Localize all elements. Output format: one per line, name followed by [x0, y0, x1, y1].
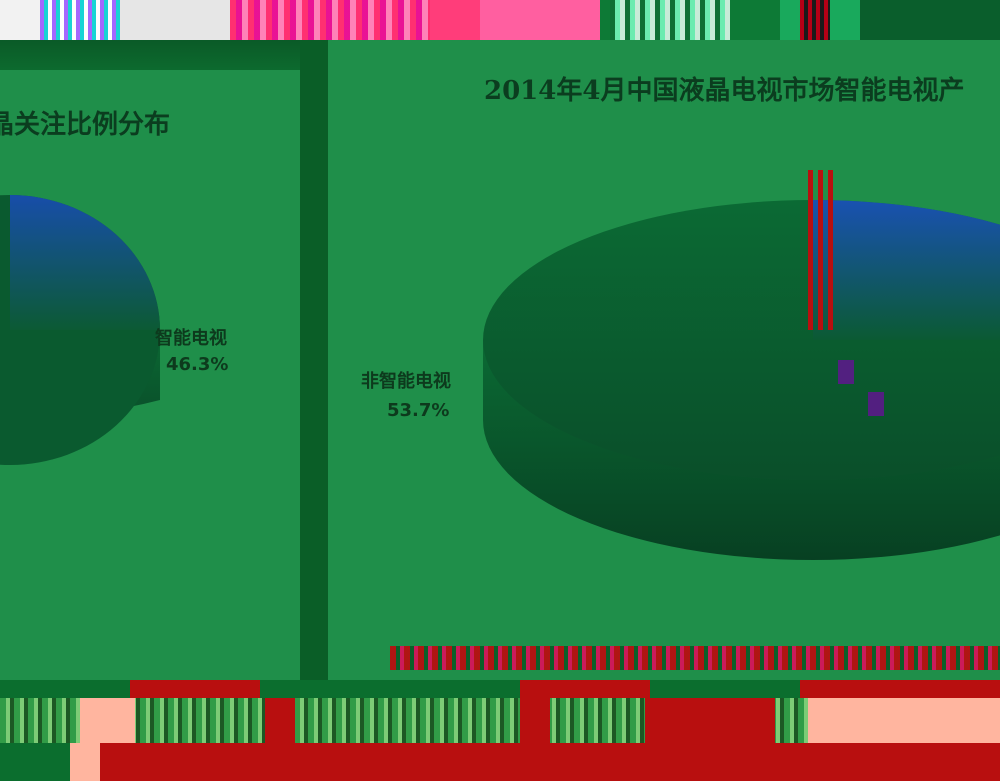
- bottom-banner-block-3: [520, 698, 550, 743]
- bottom-banner-block-4: [645, 698, 775, 743]
- left-pie-chart: [0, 195, 160, 465]
- bottom-banner-row-1: [0, 680, 1000, 698]
- glitch-bar-3: [828, 170, 833, 330]
- left-chart-title: 晶关注比例分布: [0, 110, 171, 140]
- glitch-mark-2: [868, 392, 884, 416]
- banner-strip-2: [230, 0, 430, 40]
- glitch-strip-top: [390, 646, 1000, 670]
- bottom-banner-row-3: [0, 743, 1000, 781]
- banner-strip-1: [40, 0, 120, 40]
- glitch-bar-2: [818, 170, 823, 330]
- right-slice-label: 非智能电视: [361, 371, 451, 392]
- glitch-bar-1: [808, 170, 813, 330]
- right-chart-title: 2014年4月中国液晶电视市场智能电视产: [484, 76, 965, 106]
- right-pie-slice-smart: [813, 200, 1000, 340]
- left-chart-panel: 晶关注比例分布 智能电视 46.3%: [0, 70, 300, 680]
- panel-divider: [300, 40, 328, 680]
- right-slice-value: 53.7%: [387, 400, 450, 421]
- bottom-banner-block-2: [265, 698, 295, 743]
- right-pie-chart: [483, 170, 1000, 560]
- bottom-banner: [0, 680, 1000, 781]
- left-slice-value: 46.3%: [166, 354, 229, 375]
- right-chart-panel: 2014年4月中国液晶电视市场智能电视产 非: [328, 40, 1000, 680]
- bottom-banner-block-1: [80, 698, 135, 743]
- bottom-banner-block-5: [808, 698, 1000, 743]
- left-slice-label: 智能电视: [155, 328, 227, 349]
- top-banner: [0, 0, 1000, 40]
- banner-strip-3: [610, 0, 730, 40]
- banner-strip-4: [800, 0, 830, 40]
- glitch-mark-1: [838, 360, 854, 384]
- left-pie-slice-smart: [10, 195, 160, 330]
